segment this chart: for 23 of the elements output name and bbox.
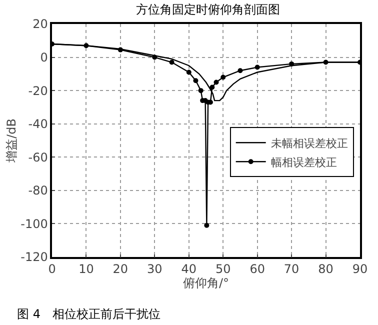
y-axis-title: 增益/dB (4, 118, 18, 164)
x-tick-label: 80 (318, 262, 334, 276)
x-axis-title: 俯仰角/° (182, 276, 230, 290)
x-tick-label: 90 (352, 262, 368, 276)
legend-label: 幅相误差校正 (270, 156, 337, 169)
y-tick-label: 20 (32, 17, 48, 32)
chart-title: 方位角固定时俯仰角剖面图 (136, 2, 280, 16)
x-tick-label: 30 (147, 262, 162, 276)
y-tick-label: -100 (20, 216, 48, 231)
x-tick-label: 70 (284, 262, 300, 276)
y-tick-label: -60 (28, 150, 48, 164)
x-tick-label: 20 (112, 262, 128, 276)
y-tick-label: -20 (28, 84, 48, 98)
y-tick-label: 0 (40, 50, 48, 64)
x-tick-label: 60 (250, 262, 265, 276)
y-tick-label: -120 (20, 250, 48, 264)
x-tick-label: 40 (181, 262, 197, 276)
legend-label: 未幅相误差校正 (270, 136, 348, 150)
x-tick-label: 50 (215, 262, 231, 276)
caption: 图 4 相位校正前后干扰位 (17, 307, 160, 321)
y-tick-label: -40 (28, 117, 48, 132)
y-tick-label: -80 (28, 184, 48, 198)
x-tick-label: 10 (78, 262, 94, 276)
